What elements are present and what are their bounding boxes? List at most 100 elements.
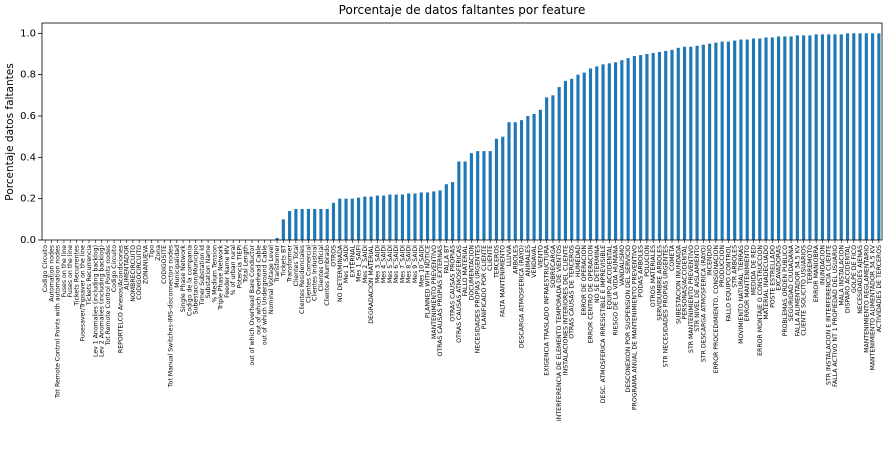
x-tick-label: NOMBRECIRCUITO: [130, 245, 137, 302]
x-tick-label: MATERIAL INADECUADO: [763, 245, 770, 320]
bar: [463, 161, 467, 240]
bar: [319, 209, 323, 240]
x-tick-label: ARBOLES: [512, 245, 519, 274]
x-tick-label: Mes 1_SAIFI: [356, 245, 363, 282]
y-tick-label: 0.4: [20, 152, 36, 163]
bar: [545, 97, 549, 241]
x-tick-label: MANTENIMIENTO PREVENTIVO: [431, 245, 438, 339]
bar: [457, 161, 461, 240]
x-tick-label: PLANNED WITH NOTICE: [425, 245, 432, 318]
x-tick-label: ERROR CENTRO DE OPERACION: [588, 245, 595, 344]
x-tick-label: Transformer: [287, 245, 294, 284]
bar: [363, 196, 367, 240]
bar: [845, 33, 850, 241]
x-tick-label: STR ARBOLES: [732, 245, 739, 288]
x-tick-label: STR DESCARGA ATMOSFERICA (RAYO): [700, 245, 707, 362]
x-tick-label: Mes 3_SAIDI: [374, 245, 381, 283]
x-tick-label: % Medium Tension: [211, 245, 218, 303]
bar: [833, 34, 837, 240]
x-tick-label: FALLA BT: [443, 245, 450, 274]
x-tick-label: Clientes Comercial: [305, 245, 312, 303]
bar: [601, 64, 605, 240]
bar: [313, 209, 317, 240]
x-tick-label: DESCARGA ATMOSFERICA (RAYO): [519, 245, 526, 348]
x-tick-label: FALLO MATERIAL: [462, 244, 469, 296]
x-tick-label: ERROR PROCEDIMIENTO, CONSIGNACION: [713, 245, 720, 374]
bar: [350, 198, 354, 240]
bar: [820, 34, 825, 240]
bar: [858, 33, 862, 241]
bar: [551, 95, 555, 240]
bar: [557, 87, 561, 240]
bar: [275, 237, 279, 240]
x-tick-label: Mes 4_SAIDI: [381, 245, 388, 283]
bar: [777, 36, 781, 240]
x-tick-label: Tickets Recurrentes: [73, 245, 80, 307]
x-tick-label: DESC. ATMOSFERICA IRRESISTIBLE E IMPREVI…: [600, 245, 607, 403]
x-tick-label: Fuses on the line: [61, 245, 68, 298]
x-tick-label: Municipalidad: [174, 245, 181, 288]
bar: [701, 44, 705, 241]
x-tick-label: NECESIDADES PROPIAS URGENTES: [475, 245, 482, 353]
x-tick-label: INCENDIO: [707, 245, 714, 276]
x-tick-label: Total Length: [243, 245, 250, 284]
x-tick-label: LLUVIA: [506, 244, 513, 266]
x-tick-label: ZONANUEVA: [142, 244, 149, 284]
x-tick-label: Nominal Voltage Level: [268, 245, 275, 314]
bar: [482, 151, 486, 240]
x-tick-label: DOCUMENTACION: [468, 245, 475, 301]
bar: [344, 198, 348, 240]
x-tick-label: Fusesaver/Tripsaver on the line: [80, 245, 87, 341]
x-tick-label: Lev 2 Anomalies (including backlog): [99, 245, 106, 357]
x-tick-label: NECESIDADES AJENAS: [857, 245, 864, 314]
x-tick-label: % of urban rural: [230, 245, 237, 296]
bar: [494, 138, 499, 240]
x-tick-label: SOBRECARGA: [550, 244, 557, 288]
x-tick-label: ALIMENTADOR: [124, 244, 131, 290]
x-tick-label: Substation Name: [205, 245, 212, 298]
x-tick-label: NO SE DETERMINA: [594, 244, 601, 303]
x-tick-label: PROGRAMA ANUAL DE MANTENIMIENTO PREVENTI…: [631, 245, 638, 410]
x-tick-label: Subestacion/Municipio: [193, 245, 200, 315]
bar: [607, 63, 611, 240]
x-tick-label: Clientes Residenciales: [299, 245, 306, 314]
y-tick-label: 0.0: [20, 235, 36, 246]
x-tick-label: DEGRADACION MATERIAL: [368, 244, 375, 323]
bar: [588, 68, 593, 240]
x-tick-label: OTROS MATERIALES: [650, 245, 657, 307]
bar: [570, 78, 574, 240]
x-tick-label: EXIGENCIA TRASLADO INFRAESTRUCTURA: [544, 244, 551, 375]
bar: [682, 46, 687, 241]
bar: [388, 194, 392, 240]
x-tick-label: MANTENIMIENTO ALIMENTADOR 34.5 KV: [870, 244, 877, 370]
x-tick-label: DISPARO ACCIDENTAL: [845, 244, 852, 313]
bar: [595, 66, 599, 241]
x-tick-label: OTRAS CAUSAS DE TERCEROS: [569, 245, 576, 339]
x-tick-label: Mes 9_SAIDI: [412, 245, 419, 283]
x-tick-label: ERROR MANIOBRA: [813, 244, 820, 302]
bar: [451, 182, 455, 240]
bar: [689, 46, 693, 241]
x-tick-label: Triple Phase Network: [218, 245, 225, 311]
x-tick-label: MOVIMIENTO NATURAL TIERRAS: [738, 245, 745, 344]
bar: [620, 60, 624, 241]
x-tick-label: FALLA ACTIVO NT 1 PROPIEDAD DEL USUARIO: [832, 245, 839, 387]
x-tick-label: Tipo: [149, 245, 156, 259]
x-tick-label: FALTA MANTENIMIENTO: [500, 245, 507, 317]
bar: [469, 153, 473, 240]
bar: [657, 51, 662, 240]
x-tick-label: TERCEROS: [493, 245, 500, 279]
x-tick-label: OTRAS CAUSAS PROPIAS: [450, 245, 457, 322]
x-tick-label: ANIMALES: [525, 245, 532, 277]
x-tick-label: POSTE ESTRELLADO: [769, 245, 776, 308]
x-tick-label: CODIGOCIRCUITO: [136, 245, 143, 300]
x-tick-label: PROBLEMAS ORDEN PUBLICO: [782, 245, 789, 337]
bar: [720, 41, 724, 240]
x-tick-label: Mes 5_SAIDI: [387, 245, 394, 283]
x-tick-label: OTROS: [330, 245, 337, 267]
bar: [808, 35, 812, 241]
bar: [651, 52, 655, 240]
x-tick-label: Tot Manual Switches-IMS-disconnectors no…: [168, 245, 175, 388]
bar: [726, 41, 730, 240]
